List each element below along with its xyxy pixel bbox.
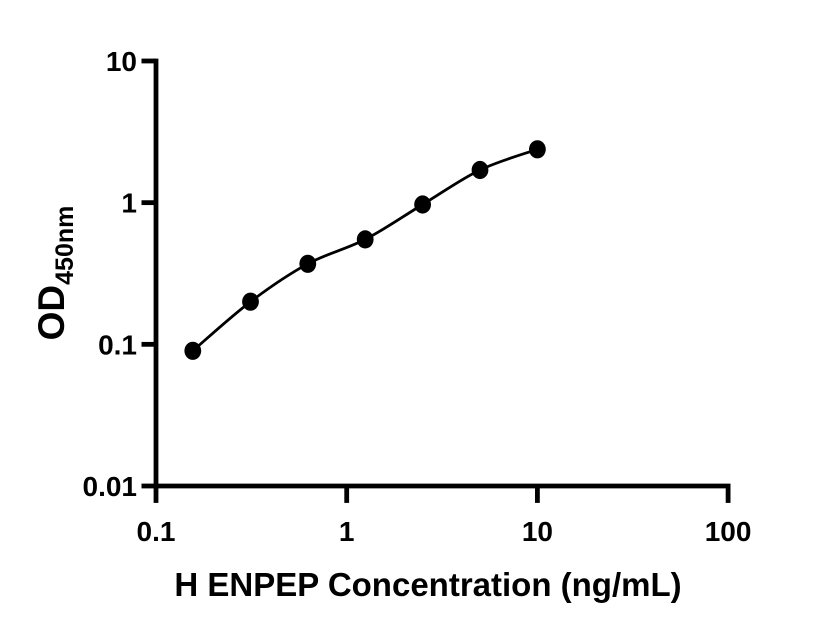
tick-marks-and-labels: 0.1 1 10 100 10 1 0.1 0.01 — [83, 46, 752, 547]
y-tick-label: 10 — [106, 46, 137, 77]
y-axis-title: OD450nm — [31, 206, 79, 341]
y-tick-label: 1 — [121, 188, 137, 219]
y-tick-label: 0.1 — [98, 329, 137, 360]
axes — [153, 58, 731, 489]
fitted-curve — [191, 147, 538, 352]
data-point-marker — [414, 195, 431, 214]
data-point-marker — [471, 160, 489, 180]
y-axis-title-subscript: 450nm — [51, 206, 79, 285]
x-tick-label: 100 — [705, 516, 752, 547]
x-axis-title: H ENPEP Concentration (ng/mL) — [174, 566, 681, 603]
x-tick-label: 10 — [522, 516, 553, 547]
data-point-marker — [299, 254, 317, 273]
data-series — [184, 140, 546, 360]
x-tick-label: 1 — [339, 516, 355, 547]
x-tick-label: 0.1 — [137, 516, 176, 547]
data-point-marker — [242, 292, 259, 311]
data-point-marker — [184, 341, 202, 360]
y-tick-label: 0.01 — [83, 471, 138, 502]
y-axis-title-main: OD — [31, 285, 72, 341]
data-point-marker — [356, 230, 374, 249]
data-point-marker — [529, 140, 546, 159]
